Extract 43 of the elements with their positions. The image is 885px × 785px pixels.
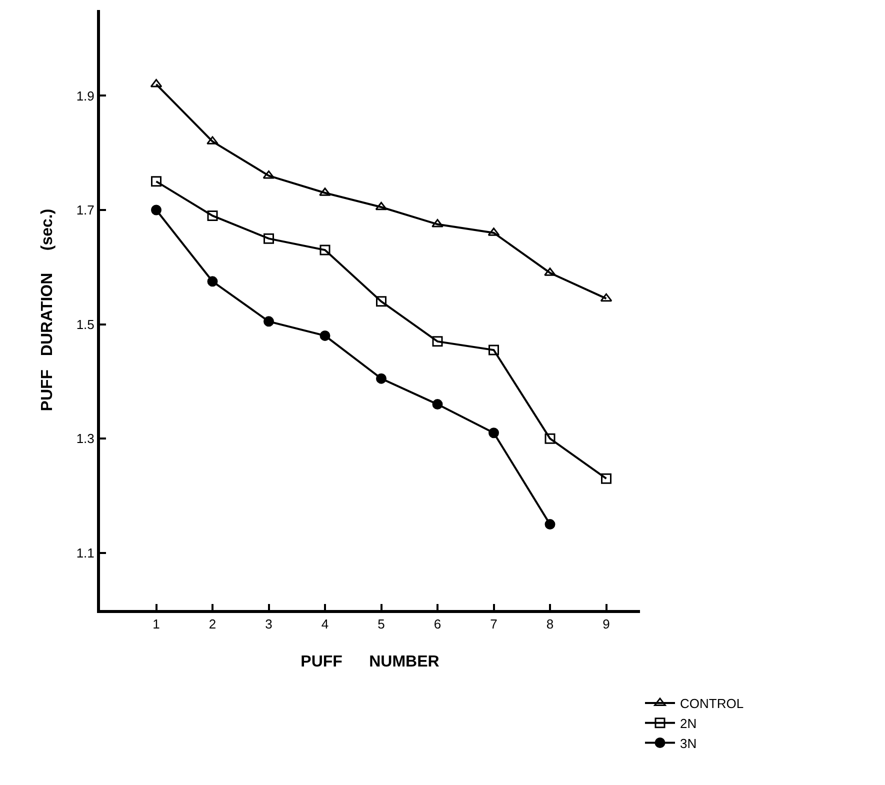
x-tick-label: 4 [321, 616, 329, 632]
point [544, 519, 556, 530]
legend-label: 2N [680, 716, 697, 731]
point [432, 219, 444, 228]
y-tick-label: 1.5 [76, 316, 94, 332]
y-tick-label: 1.7 [76, 202, 94, 218]
legend-label: 3N [680, 736, 697, 751]
point [544, 433, 556, 444]
point [432, 399, 443, 410]
x-tick-label: 9 [602, 616, 610, 632]
point [432, 336, 443, 347]
point [601, 473, 612, 484]
point [375, 202, 388, 210]
x-tick-label: 8 [546, 616, 554, 632]
x-tick-label: 2 [208, 616, 216, 632]
point [319, 188, 331, 196]
x-tick-label: 7 [490, 616, 498, 632]
point [264, 233, 274, 244]
y-tick-label: 1.9 [76, 88, 94, 104]
x-tick-label: 1 [152, 616, 160, 632]
x-tick-label: 6 [434, 616, 442, 632]
point [151, 176, 162, 187]
x-tick-label: 5 [378, 616, 385, 632]
y-tick-label: 1.3 [76, 431, 94, 446]
point [600, 293, 612, 302]
y-axis-title: PUFF DURATION (sec.) [39, 208, 56, 412]
point [320, 244, 330, 256]
point [544, 268, 556, 276]
legend-label: CONTROL [680, 696, 744, 712]
point [488, 344, 499, 356]
point [207, 210, 218, 221]
point [262, 170, 275, 179]
x-axis-title: PUFF NUMBER [300, 653, 440, 670]
point [151, 204, 162, 216]
y-tick-label: 1.1 [76, 545, 94, 560]
point [488, 428, 499, 438]
point [207, 276, 218, 287]
point [376, 373, 386, 384]
point [264, 316, 274, 327]
point [320, 330, 330, 341]
point [376, 296, 386, 307]
point [206, 136, 218, 144]
x-tick-label: 3 [265, 616, 272, 632]
